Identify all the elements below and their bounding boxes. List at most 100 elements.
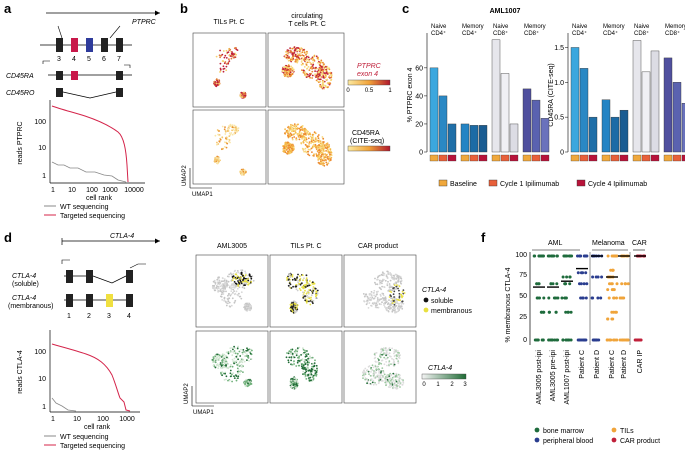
cell-dot [235, 355, 238, 358]
cell-dot [312, 133, 315, 136]
cell-dot [248, 309, 251, 311]
x-axis-label: cell rank [86, 195, 113, 202]
cell-dot [288, 148, 291, 151]
cell-dot [302, 364, 305, 367]
cell-dot [231, 126, 234, 129]
cell-dot [401, 295, 404, 297]
cell-dot [322, 61, 324, 64]
color-scale-bar [347, 145, 391, 152]
cell-dot [325, 150, 327, 152]
condition-swatch [460, 154, 470, 162]
cell-dot [383, 286, 385, 288]
cell-dot [397, 354, 400, 356]
cell-dot [318, 149, 321, 152]
cell-dot [242, 279, 244, 281]
cell-dot [320, 158, 323, 160]
cell-dot [366, 302, 369, 304]
cell-dot [238, 286, 241, 289]
cell-dot [248, 282, 251, 285]
legend-baseline: Baseline [450, 181, 477, 188]
cell-dot [224, 357, 227, 360]
cell-dot [394, 308, 397, 311]
cell-dot [364, 377, 367, 379]
cell-dot [389, 349, 391, 351]
cell-dot [218, 81, 221, 83]
cell-dot [383, 356, 386, 359]
cell-dot [242, 358, 245, 361]
y-axis-label-left: % PTPRC exon 4 [407, 67, 414, 122]
scale-tick: 0.5 [365, 88, 374, 94]
cell-dot [319, 152, 322, 155]
cell-dot [309, 135, 312, 138]
cell-dot [306, 280, 308, 283]
cell-dot [290, 51, 293, 53]
scale-tick: 3 [463, 382, 467, 388]
cell-dot [374, 295, 377, 298]
cell-dot [220, 354, 223, 357]
cell-dot [218, 280, 221, 283]
cell-dot [220, 285, 223, 287]
legend-wt: WT sequencing [60, 204, 109, 211]
cell-dot [285, 149, 288, 151]
cell-dot [246, 385, 249, 387]
cell-dot [307, 296, 310, 298]
cell-dot [380, 374, 383, 377]
group-label: Naive [634, 24, 650, 30]
cell-dot [308, 289, 311, 291]
isoform-cd45ra: CD45RA [6, 73, 34, 80]
cell-dot [235, 379, 238, 382]
cell-dot [291, 72, 294, 75]
cell-dot [297, 133, 299, 136]
cell-dot [307, 148, 310, 151]
cell-dot [218, 54, 221, 57]
cell-dot [219, 49, 222, 52]
cell-dot [400, 279, 403, 282]
bar [447, 123, 457, 153]
cell-dot [295, 49, 298, 52]
cell-dot [316, 135, 319, 138]
cell-dot [309, 76, 311, 79]
data-point [535, 282, 539, 286]
cell-dot [218, 134, 221, 137]
cell-dot [380, 273, 383, 276]
cell-dot [391, 347, 393, 350]
cell-dot [296, 55, 298, 58]
cell-dot [304, 74, 307, 77]
cell-dot [223, 296, 226, 299]
cell-dot [222, 372, 225, 375]
cell-dot [221, 359, 224, 361]
cell-dot [226, 51, 229, 54]
cell-dot [244, 94, 247, 97]
cell-dot [224, 126, 226, 128]
cell-dot [318, 63, 321, 66]
cell-dot [309, 148, 311, 151]
cell-dot [394, 379, 397, 381]
iso-membranous: CTLA-4 [12, 295, 36, 302]
cell-dot [296, 348, 299, 351]
cell-dot [373, 294, 375, 297]
cell-dot [224, 145, 226, 148]
cell-dot [316, 369, 318, 372]
cell-dot [235, 46, 237, 49]
cell-dot [217, 160, 220, 163]
cell-dot [237, 372, 239, 375]
legend-car: CAR product [620, 438, 660, 445]
cell-dot [292, 68, 295, 71]
cell-dot [286, 69, 289, 71]
data-point [615, 254, 619, 258]
cell-dot [317, 75, 320, 78]
cell-dot [302, 287, 305, 290]
cell-dot [230, 304, 233, 307]
cell-dot [370, 299, 373, 301]
group-aml: AML [548, 240, 563, 247]
cell-dot [376, 300, 379, 303]
cell-dot [240, 297, 243, 300]
col-title-circ-2: T cells Pt. C [288, 21, 326, 28]
cell-dot [247, 305, 250, 308]
cell-dot [375, 361, 377, 363]
cell-dot [291, 137, 294, 139]
cell-dot [218, 83, 221, 85]
cell-dot [367, 297, 370, 299]
cell-dot [319, 66, 322, 69]
cell-dot [390, 286, 392, 289]
